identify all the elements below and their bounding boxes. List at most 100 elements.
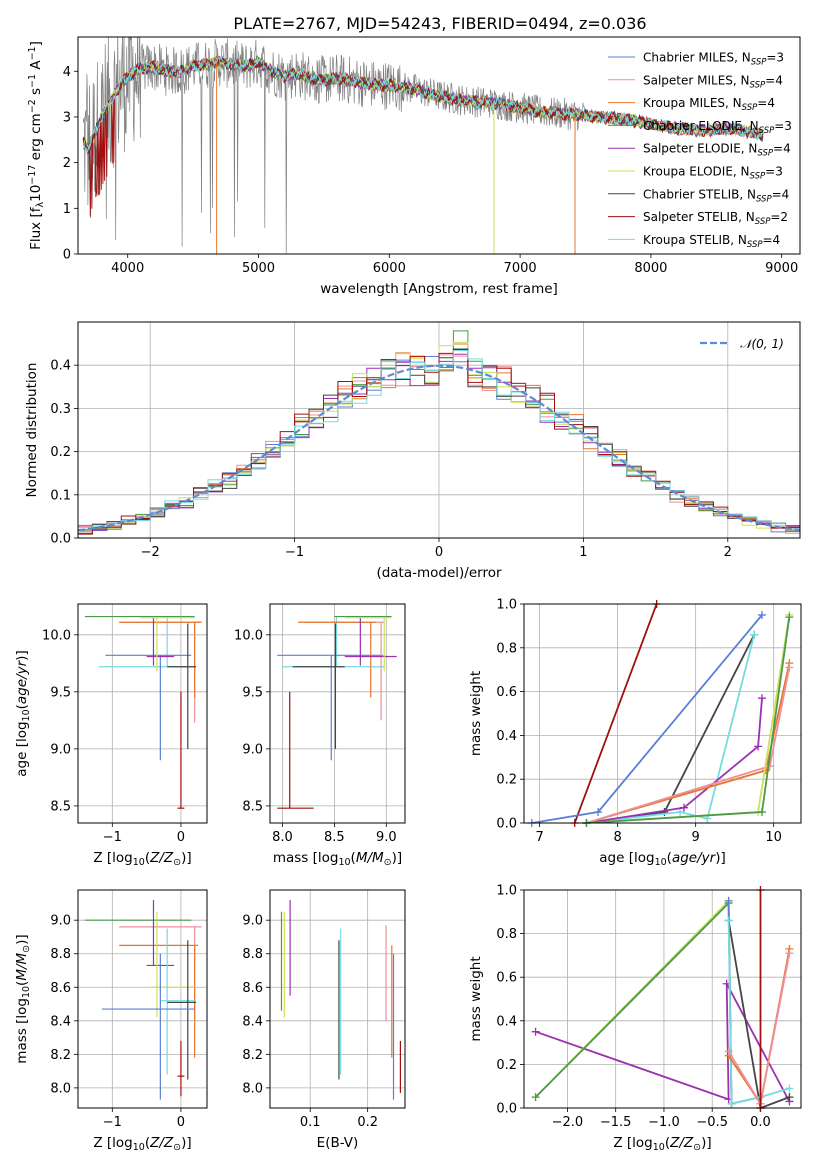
axes-frame <box>77 321 801 539</box>
y-axis-label: mass [log10(M/M⊙)] <box>14 934 32 1063</box>
axes-frame <box>77 889 208 1109</box>
x-axis-label-part: ( <box>667 850 672 866</box>
x-tick-label: −1.5 <box>600 1115 632 1130</box>
x-axis-label-part: wavelength [Angstrom, rest frame] <box>320 281 558 297</box>
y-tick-label: 0 <box>63 248 71 263</box>
x-tick-label: 9 <box>692 830 700 845</box>
x-tick-label: −2.0 <box>552 1115 584 1130</box>
x-tick-label: −0.5 <box>696 1115 728 1130</box>
histogram-salpeter_stelib <box>78 349 800 535</box>
mass-weight-point-salpeter_miles <box>785 663 794 672</box>
x-axis-label-part: 10 <box>653 1142 665 1153</box>
y-axis-label-part: mass weight <box>468 956 484 1041</box>
mass-weight-point-kroupa_stelib <box>676 808 685 817</box>
mass-weight-point-chabrier_stelib <box>785 1093 794 1102</box>
y-tick-label: 0.1 <box>50 488 71 503</box>
y-tick-label: 8.4 <box>50 1014 71 1029</box>
spectrum-model-kroupa_stelib <box>82 55 764 154</box>
legend-sub: SSP <box>747 240 763 250</box>
x-tick-label: 0 <box>177 830 185 845</box>
axes-frame <box>523 889 802 1109</box>
x-axis-label-part: ⊙ <box>384 857 392 868</box>
y-tick-label: 8.8 <box>242 947 263 962</box>
x-axis-label-part: ( <box>145 850 150 866</box>
legend-text: Chabrier STELIB, N <box>643 187 756 201</box>
mass-weight-point-chabrier_miles <box>757 610 766 619</box>
x-tick-label: 10 <box>765 830 782 845</box>
y-tick-label: 8.5 <box>242 799 263 814</box>
mass_vs_Z-panel: −1 08.08.28.48.68.89.0Z [log10(Z/Z⊙)]mass… <box>14 889 208 1153</box>
legend-label-salpeter_miles: Salpeter MILES, NSSP=4 <box>643 73 783 90</box>
y-axis-label-part: age/yr <box>14 659 30 704</box>
y-axis-label: mass weight <box>468 671 484 756</box>
x-axis-label: Z [log10(Z/Z⊙)] <box>93 1135 191 1153</box>
mass-weight-point-kroupa_stelib <box>724 916 733 925</box>
x-tick-label: 9000 <box>765 261 798 276</box>
x-tick-label: 9.0 <box>376 830 397 845</box>
y-axis-label-part: 10 <box>21 709 32 721</box>
x-axis-label-part: Z [log <box>93 850 132 866</box>
y-axis-label-part: 10 <box>21 986 32 998</box>
y-tick-label: 0.0 <box>496 1102 517 1117</box>
y-axis-label-part: )] <box>14 650 30 661</box>
x-axis-label-part: age [log <box>599 850 654 866</box>
y-axis-label-part: mass [log <box>14 998 30 1064</box>
y-axis-label-part: λ <box>35 202 46 208</box>
x-axis-label-part: ⊙ <box>173 857 181 868</box>
x-tick-label: 4000 <box>111 261 144 276</box>
x-tick-label: 8.0 <box>272 830 293 845</box>
legend-sub: SSP <box>755 217 771 227</box>
mass-weight-line-chabrier_elodie <box>534 900 733 1104</box>
x-axis-label-part: (data-model)/error <box>376 565 502 581</box>
legend-sub: SSP <box>742 103 758 113</box>
x-tick-label: 6000 <box>373 261 406 276</box>
legend-label-kroupa_miles: Kroupa MILES, NSSP=4 <box>643 96 775 113</box>
y-tick-label: 0.8 <box>496 927 517 942</box>
y-axis-label-part: M/M <box>14 952 30 980</box>
x-tick-label: 2 <box>724 545 732 560</box>
x-tick-label: 0.0 <box>750 1115 771 1130</box>
legend-text: Chabrier ELODIE, N <box>643 119 759 133</box>
y-tick-label: 9.0 <box>242 742 263 757</box>
mass-weight-point-salpeter_elodie <box>531 1027 540 1036</box>
y-tick-label: 8.6 <box>50 981 71 996</box>
spectrum-panel: 4000 5000 6000 7000 8000 9000 0 1 2 3 4 Chabrier MI… <box>27 36 801 297</box>
mass-weight-line-salpeter_elodie <box>535 983 791 1102</box>
mass-weight-line-salpeter_elodie <box>586 698 763 823</box>
x-axis-label: Z [log10(Z/Z⊙)] <box>613 1135 711 1153</box>
y-tick-label: 10.0 <box>42 628 71 643</box>
y-tick-label: 0.4 <box>496 1014 517 1029</box>
x-axis-label: E(B-V) <box>317 1135 359 1151</box>
legend-text: Kroupa MILES, N <box>643 96 742 110</box>
legend-tail: =4 <box>772 187 790 201</box>
y-tick-label: 8.5 <box>50 799 71 814</box>
y-axis-label-part: 10 <box>28 185 44 202</box>
legend-label-salpeter_stelib: Salpeter STELIB, NSSP=2 <box>643 210 788 227</box>
x-axis-label-part: M/M <box>356 850 384 866</box>
x-tick-label: −2 <box>141 545 160 560</box>
x-axis-label-part: ( <box>351 850 356 866</box>
x-axis-label-part: mass [log <box>273 850 339 866</box>
spectrum-model-salpeter_stelib <box>82 56 764 217</box>
mass-weight-point-kroupa_stelib <box>750 630 759 639</box>
y-axis-label-part: )] <box>14 934 30 945</box>
x-axis-label-part: )] <box>715 850 726 866</box>
axes-frame <box>269 889 406 1109</box>
mass-weight-point-kroupa_stelib <box>727 1099 736 1108</box>
x-tick-label: 0.1 <box>300 1115 321 1130</box>
y-tick-label: 1.0 <box>496 598 517 613</box>
y-axis-label-part: A <box>28 60 44 74</box>
legend-text: Salpeter ELODIE, N <box>643 142 757 156</box>
legend-label-kroupa_elodie: Kroupa ELODIE, NSSP=3 <box>643 165 783 182</box>
x-axis-label-part: ⊙ <box>173 1142 181 1153</box>
legend-text: Kroupa STELIB, N <box>643 233 747 247</box>
legend-tail: =3 <box>766 51 784 65</box>
y-tick-label: 1.0 <box>496 884 517 899</box>
y-tick-label: 0.0 <box>50 532 71 547</box>
x-tick-label: −1.0 <box>648 1115 680 1130</box>
mass-weight-line-chabrier_stelib <box>727 920 790 1108</box>
y-axis-label-part: s <box>28 88 44 99</box>
y-tick-label: 0.2 <box>50 445 71 460</box>
y-tick-label: 1 <box>63 202 71 217</box>
y-axis-label-part: age [log <box>14 721 30 776</box>
